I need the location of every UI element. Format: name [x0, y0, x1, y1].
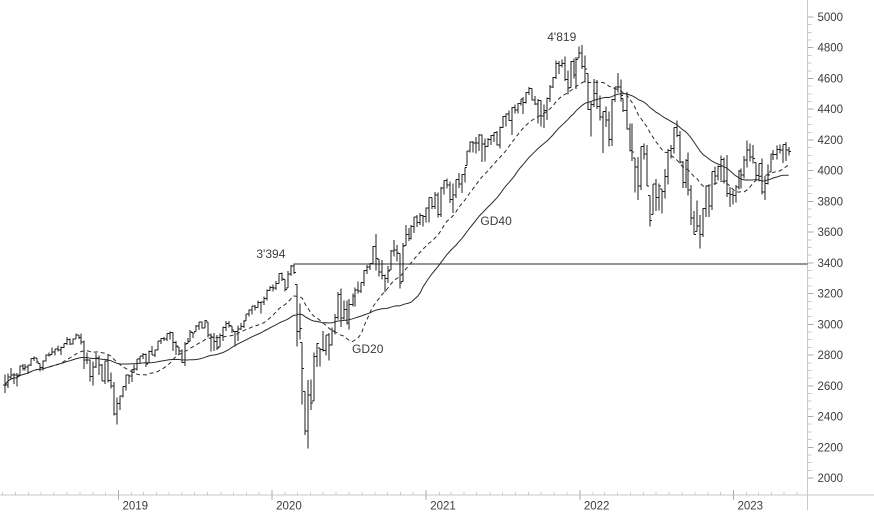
y-axis-tick-label: 3200 — [818, 289, 844, 301]
gd20-label: GD20 — [352, 342, 384, 356]
x-axis-year-label: 2020 — [276, 501, 302, 513]
y-axis-tick-label: 4000 — [818, 166, 844, 178]
y-axis-tick-label: 5000 — [818, 12, 844, 24]
price-bars — [3, 45, 791, 449]
y-axis-tick-label: 2600 — [818, 381, 844, 393]
x-axis-year-label: 2023 — [738, 501, 764, 513]
y-axis-tick-label: 3400 — [818, 258, 844, 270]
y-axis-tick-label: 2400 — [818, 412, 844, 424]
y-axis-tick-label: 2800 — [818, 350, 844, 362]
breakout-level-label: 3'394 — [256, 247, 285, 261]
x-axis-year-label: 2021 — [430, 501, 456, 513]
x-axis-year-label: 2019 — [123, 501, 149, 513]
gd20-line — [4, 80, 789, 386]
y-axis: 5000 4800 4600 4400 4200 4000 3800 3600 3400 3200… — [807, 12, 844, 485]
y-axis-tick-label: 2000 — [818, 473, 844, 485]
y-axis-tick-label: 3000 — [818, 319, 844, 331]
x-axis: 2019 2020 2021 2022 2023 — [2, 490, 798, 513]
gd40-label: GD40 — [480, 214, 512, 228]
gd40-line — [4, 93, 789, 386]
peak-price-label: 4'819 — [547, 30, 576, 44]
x-axis-year-label: 2022 — [584, 501, 610, 513]
y-axis-tick-label: 2200 — [818, 442, 844, 454]
y-axis-tick-label: 4400 — [818, 104, 844, 116]
y-axis-tick-label: 3600 — [818, 227, 844, 239]
y-axis-tick-label: 4200 — [818, 135, 844, 147]
y-axis-tick-label: 4800 — [818, 43, 844, 55]
y-axis-tick-label: 4600 — [818, 73, 844, 85]
y-axis-tick-label: 3800 — [818, 196, 844, 208]
